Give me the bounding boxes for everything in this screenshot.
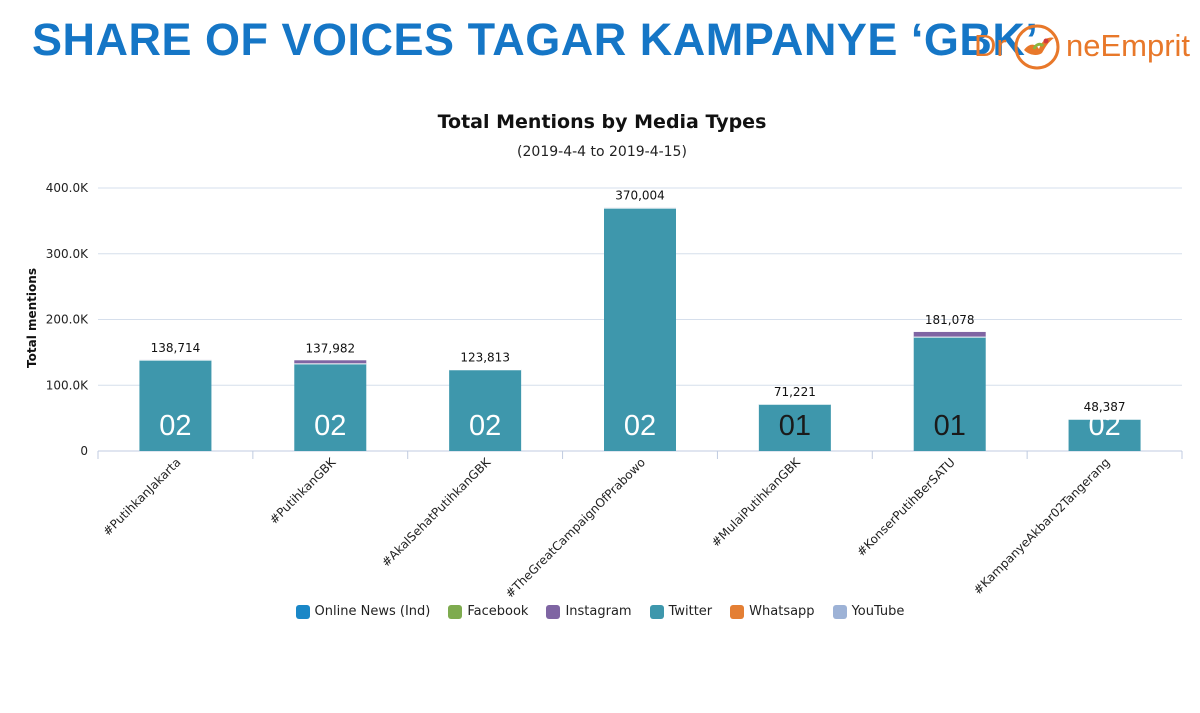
- chart-legend: Online News (Ind) Facebook Instagram Twitte…: [0, 604, 1200, 619]
- bar-total-label: 48,387: [1084, 400, 1126, 414]
- legend-item[interactable]: YouTube: [832, 604, 905, 619]
- drone-emprit-logo: Dr neEmprit: [968, 16, 1190, 78]
- bar-total-label: 181,078: [925, 313, 975, 327]
- bar-segment-instagram: [913, 331, 986, 338]
- bar-segment-twitter: [913, 337, 986, 451]
- x-category-label: #AkalSehatPutihkanGBK: [379, 454, 494, 569]
- logo-text-right: neEmprit: [1066, 28, 1191, 63]
- legend-label: Whatsapp: [749, 604, 815, 619]
- bar-overlay-number: 01: [934, 410, 966, 442]
- bar-segment-twitter: [139, 360, 212, 451]
- bar-overlay-number: 01: [779, 410, 811, 442]
- legend-item[interactable]: Facebook: [448, 604, 528, 619]
- legend-swatch: [546, 604, 561, 619]
- legend-label: Online News (Ind): [314, 604, 431, 619]
- x-category-label: #TheGreatCampaignOfPrabowo: [503, 455, 649, 600]
- y-axis-label: Total mentions: [25, 268, 39, 368]
- page-title: SHARE OF VOICES TAGAR KAMPANYE ‘GBK’: [32, 14, 1039, 65]
- legend-swatch: [448, 604, 463, 619]
- bar-overlay-number: 02: [624, 410, 656, 442]
- drone-bird-icon: [1014, 24, 1060, 70]
- legend-label: Facebook: [467, 604, 529, 619]
- y-axis-ticks: 0 100.0K 200.0K 300.0K 400.0K: [46, 181, 89, 458]
- logo-text-left: Dr: [974, 28, 1007, 63]
- bar-segment-twitter: [604, 208, 676, 451]
- bar-segment-twitter: [758, 404, 831, 451]
- bars: 138,714 02 137,982 02 123,813 02 370,004 02 71,2…: [139, 189, 1141, 451]
- chart-subtitle: (2019-4-4 to 2019-4-15): [517, 144, 687, 160]
- legend-item[interactable]: Twitter: [649, 604, 713, 619]
- y-tick-label: 0: [80, 444, 88, 458]
- legend-swatch: [832, 604, 847, 619]
- legend-item[interactable]: Online News (Ind): [295, 604, 431, 619]
- bar-overlay-number: 02: [1088, 410, 1120, 442]
- bar-segment-instagram: [294, 360, 367, 364]
- bar-overlay-number: 02: [159, 410, 191, 442]
- mentions-chart: Total Mentions by Media Types (2019-4-4 …: [25, 111, 1183, 600]
- y-tick-label: 100.0K: [46, 378, 89, 392]
- y-tick-label: 400.0K: [46, 181, 89, 195]
- y-tick-label: 200.0K: [46, 313, 89, 327]
- bar-total-label: 123,813: [460, 351, 510, 365]
- x-category-label: #PutihkanJakarta: [100, 455, 183, 538]
- bar-segment-twitter: [449, 369, 522, 451]
- x-category-label: #KampanyeAkbar02Tangerang: [971, 455, 1113, 597]
- legend-swatch: [730, 604, 745, 619]
- x-category-label: #MulaiPutihkanGBK: [709, 454, 804, 549]
- legend-item[interactable]: Instagram: [546, 604, 632, 619]
- legend-swatch: [649, 604, 664, 619]
- legend-swatch: [295, 604, 310, 619]
- x-axis-ticks: #PutihkanJakarta #PutihkanGBK #AkalSehatPu…: [97, 451, 1183, 600]
- legend-label: Instagram: [565, 604, 632, 619]
- x-category-label: #KonserPutihBerSATU: [854, 455, 958, 559]
- bar-overlay-number: 02: [469, 410, 501, 442]
- bar-total-label: 137,982: [305, 341, 355, 355]
- legend-label: YouTube: [851, 604, 905, 619]
- legend-label: Twitter: [668, 604, 713, 619]
- bar-total-label: 71,221: [774, 385, 816, 399]
- bar-overlay-number: 02: [314, 410, 346, 442]
- legend-item[interactable]: Whatsapp: [730, 604, 815, 619]
- bar-total-label: 370,004: [615, 189, 665, 203]
- bar-segment-twitter: [294, 363, 367, 451]
- bar-total-label: 138,714: [151, 341, 201, 355]
- y-tick-label: 300.0K: [46, 247, 89, 261]
- chart-title: Total Mentions by Media Types: [438, 111, 767, 133]
- x-category-label: #PutihkanGBK: [267, 454, 340, 527]
- bar-segment-twitter: [1068, 419, 1141, 451]
